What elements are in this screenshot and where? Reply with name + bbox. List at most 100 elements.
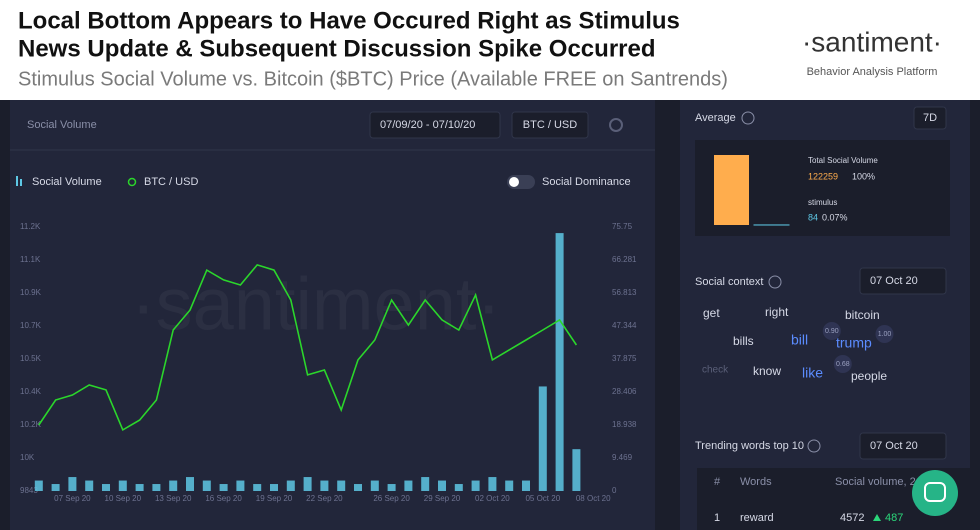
y-tick-label: 9843 bbox=[20, 486, 38, 495]
score: 0.68 bbox=[836, 361, 850, 368]
y2-tick-label: 37.875 bbox=[612, 354, 637, 363]
y-tick-label: 10.4K bbox=[20, 387, 42, 396]
up-arrow bbox=[873, 514, 881, 521]
title: Local Bottom Appears to Have Occured Rig… bbox=[18, 7, 680, 34]
cell: 4572 bbox=[840, 512, 864, 524]
context-word[interactable]: right bbox=[765, 305, 789, 319]
context-word[interactable]: bills bbox=[733, 334, 754, 348]
chart-panel bbox=[10, 100, 655, 530]
legend-icon bbox=[127, 177, 137, 187]
toggle-label: Social Dominance bbox=[542, 176, 631, 188]
legend-label[interactable]: Social Volume bbox=[32, 176, 102, 188]
date-button[interactable] bbox=[859, 432, 947, 460]
volume-bar bbox=[454, 484, 463, 491]
date-picker[interactable] bbox=[369, 111, 501, 139]
y2-tick-label: 66.281 bbox=[612, 255, 637, 264]
volume-bar bbox=[202, 480, 211, 491]
date-range: 07/09/20 - 07/10/20 bbox=[380, 119, 475, 131]
info-icon[interactable] bbox=[768, 275, 782, 289]
y2-tick-label: 47.344 bbox=[612, 321, 637, 330]
tagline: Behavior Analysis Platform bbox=[807, 66, 938, 78]
volume-bar bbox=[320, 480, 329, 491]
volume-bar bbox=[438, 480, 446, 491]
x-tick-label: 10 Sep 20 bbox=[105, 494, 142, 503]
volume-bar bbox=[387, 484, 396, 491]
period: 7D bbox=[923, 112, 937, 124]
average-bars bbox=[714, 155, 790, 226]
score-badge bbox=[822, 322, 841, 340]
volume-bar bbox=[488, 477, 497, 491]
pair: BTC / USD bbox=[523, 119, 577, 131]
settings-icon[interactable] bbox=[609, 118, 623, 132]
total-share: 100% bbox=[852, 171, 875, 181]
header-bg bbox=[0, 0, 980, 100]
x-tick-label: 22 Sep 20 bbox=[306, 494, 343, 503]
watermark: ·santiment· bbox=[131, 263, 501, 346]
volume-bar bbox=[505, 480, 514, 491]
y2-tick-label: 75.75 bbox=[612, 222, 633, 231]
volume-bar bbox=[303, 477, 312, 491]
volume-bar bbox=[135, 484, 144, 491]
context-word[interactable]: bitcoin bbox=[845, 308, 880, 322]
cell: 487 bbox=[885, 512, 903, 524]
context-word[interactable]: get bbox=[703, 306, 720, 320]
legend-icon bbox=[20, 179, 22, 186]
context-word[interactable]: bill bbox=[791, 332, 808, 348]
col-header: # bbox=[714, 476, 721, 488]
x-tick-label: 05 Oct 20 bbox=[525, 494, 560, 503]
y-tick-label: 11.1K bbox=[20, 255, 41, 264]
context-word[interactable]: check bbox=[702, 365, 729, 376]
volume-bar bbox=[421, 477, 430, 491]
period-button[interactable] bbox=[913, 106, 947, 130]
y-tick-label: 11.2K bbox=[20, 222, 41, 231]
score-badge bbox=[875, 325, 894, 343]
y-tick-label: 10.5K bbox=[20, 354, 42, 363]
y-tick-label: 10.7K bbox=[20, 321, 42, 330]
date-button[interactable] bbox=[859, 267, 947, 295]
volume-bar bbox=[404, 480, 413, 491]
price-line bbox=[38, 263, 578, 432]
col-header: Words bbox=[740, 476, 772, 488]
total-bar bbox=[714, 155, 749, 225]
x-tick-label: 02 Oct 20 bbox=[475, 494, 510, 503]
volume-bar bbox=[186, 477, 194, 491]
trending-date: 07 Oct 20 bbox=[870, 440, 918, 452]
x-tick-label: 29 Sep 20 bbox=[424, 494, 461, 503]
volume-bar bbox=[471, 480, 480, 491]
total-label: Total Social Volume bbox=[808, 156, 878, 165]
context-word[interactable]: know bbox=[753, 364, 781, 378]
volume-bar bbox=[219, 484, 228, 491]
x-tick-label: 26 Sep 20 bbox=[373, 494, 410, 503]
chat-button[interactable] bbox=[912, 470, 958, 516]
x-tick-label: 07 Sep 20 bbox=[54, 494, 91, 503]
title: News Update & Subsequent Discussion Spik… bbox=[18, 35, 656, 62]
chat-icon bbox=[924, 482, 946, 502]
legend-icon bbox=[16, 176, 18, 186]
y2-tick-label: 0 bbox=[612, 486, 617, 495]
context-word[interactable]: like bbox=[802, 365, 823, 381]
volume-bar bbox=[236, 480, 245, 491]
term-label: stimulus bbox=[808, 198, 837, 207]
context-word[interactable]: people bbox=[851, 369, 887, 383]
cell[interactable]: reward bbox=[740, 512, 774, 524]
toggle-knob bbox=[509, 177, 519, 187]
pair-button[interactable] bbox=[511, 111, 589, 139]
subtitle: Stimulus Social Volume vs. Bitcoin ($BTC… bbox=[18, 68, 728, 90]
context-word[interactable]: trump bbox=[836, 335, 872, 351]
avg-label: Average bbox=[695, 112, 736, 124]
score-badge bbox=[833, 355, 852, 373]
y2-tick-label: 56.813 bbox=[612, 288, 637, 297]
volume-bar bbox=[370, 480, 379, 491]
panel-heading: Social Volume bbox=[27, 119, 97, 131]
volume-bar bbox=[118, 480, 127, 491]
volume-bar bbox=[85, 480, 94, 491]
info-icon[interactable] bbox=[807, 439, 821, 453]
volume-bar bbox=[286, 480, 295, 491]
score: 1.00 bbox=[878, 331, 892, 338]
volume-bar bbox=[572, 449, 581, 491]
info-icon[interactable] bbox=[741, 111, 755, 125]
legend-label[interactable]: BTC / USD bbox=[144, 176, 198, 188]
y-tick-label: 10K bbox=[20, 453, 35, 462]
